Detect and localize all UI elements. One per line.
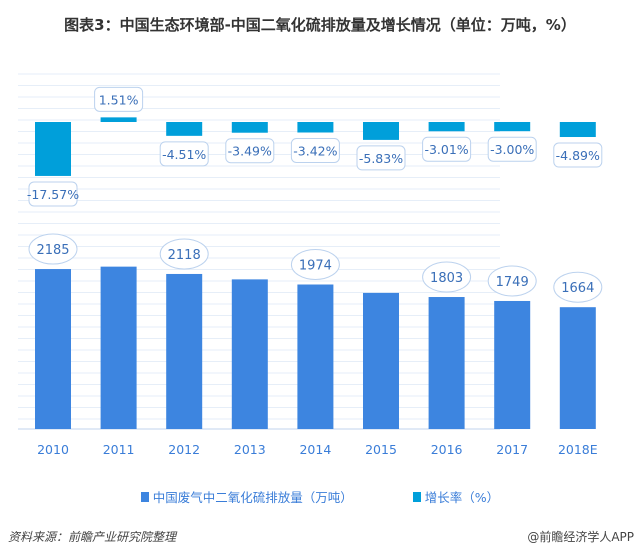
value-label-bubble — [28, 233, 78, 265]
x-tick-label: 2014 — [299, 442, 331, 457]
emission-bar — [35, 269, 71, 429]
legend: 中国废气中二氧化硫排放量（万吨） 增长率（%） — [0, 487, 640, 506]
credit: @前瞻经济学人APP — [527, 530, 634, 544]
growth-value-label: -5.83% — [359, 151, 403, 166]
growth-bar — [494, 122, 531, 132]
emission-bar — [297, 284, 334, 429]
x-tick-label: 2018E — [558, 442, 598, 457]
growth-value-label: -4.89% — [556, 148, 600, 163]
growth-bar — [166, 122, 203, 136]
emission-bar — [559, 307, 596, 429]
growth-bar — [35, 122, 71, 176]
emission-bar — [166, 273, 203, 429]
growth-label-box — [94, 86, 144, 112]
growth-value-label: 1.51% — [99, 92, 139, 107]
emission-value-label: 1974 — [299, 259, 332, 274]
growth-value-label: -4.51% — [162, 147, 206, 162]
growth-value-label: -3.42% — [293, 143, 337, 158]
growth-value-label: -3.00% — [490, 142, 534, 157]
x-tick-label: 2017 — [496, 442, 528, 457]
emission-value-label: 1803 — [430, 271, 463, 286]
growth-label-box — [290, 137, 340, 163]
growth-label-box — [28, 181, 78, 207]
x-tick-label: 2011 — [103, 442, 135, 457]
x-tick-label: 2015 — [365, 442, 397, 457]
growth-label-box — [356, 145, 406, 171]
legend-swatch — [412, 491, 421, 502]
growth-value-label: -17.57% — [27, 187, 79, 202]
growth-bar — [100, 117, 137, 122]
x-tick-label: 2013 — [234, 442, 266, 457]
legend-item-emission[interactable]: 中国废气中二氧化硫排放量（万吨） — [140, 487, 353, 506]
emission-value-label: 2118 — [168, 248, 201, 263]
x-tick-label: 2016 — [431, 442, 463, 457]
growth-bar — [231, 122, 268, 133]
legend-swatch — [140, 491, 149, 502]
value-label-bubble — [159, 238, 209, 270]
value-label-bubble — [422, 261, 472, 293]
growth-value-label: -3.49% — [228, 144, 272, 159]
growth-bar — [363, 122, 399, 140]
legend-item-growth[interactable]: 增长率（%） — [412, 487, 500, 506]
source-note: 资料来源：前瞻产业研究院整理 — [8, 530, 177, 544]
growth-bar — [428, 122, 465, 132]
x-tick-label: 2010 — [37, 442, 69, 457]
emission-bar — [428, 297, 465, 429]
emission-bar — [231, 279, 268, 429]
growth-label-box — [553, 142, 603, 168]
chart-title: 图表3：中国生态环境部-中国二氧化硫排放量及增长情况（单位：万吨，%） — [64, 16, 576, 34]
emission-bar — [363, 292, 399, 429]
growth-value-label: -3.01% — [424, 142, 468, 157]
x-tick-label: 2012 — [168, 442, 200, 457]
legend-label: 中国废气中二氧化硫排放量（万吨） — [152, 490, 353, 505]
emission-value-label: 1664 — [561, 281, 594, 296]
growth-label-box — [422, 136, 472, 162]
emission-value-label: 2185 — [36, 243, 69, 258]
value-label-bubble — [290, 249, 340, 281]
chart-svg: 2010 2185 -17.57% 2011 1.51% 2012 2118 -4.51% 20… — [18, 73, 603, 457]
emission-value-label: 1749 — [496, 275, 529, 290]
emission-bar — [100, 266, 137, 429]
growth-label-box — [225, 138, 275, 164]
value-label-bubble — [553, 271, 603, 303]
growth-label-box — [159, 141, 209, 167]
value-label-bubble — [487, 265, 537, 297]
growth-bar — [297, 122, 334, 133]
emission-bar — [494, 300, 531, 429]
growth-bar — [559, 122, 596, 138]
legend-label: 增长率（%） — [424, 490, 500, 505]
growth-label-box — [487, 136, 537, 162]
